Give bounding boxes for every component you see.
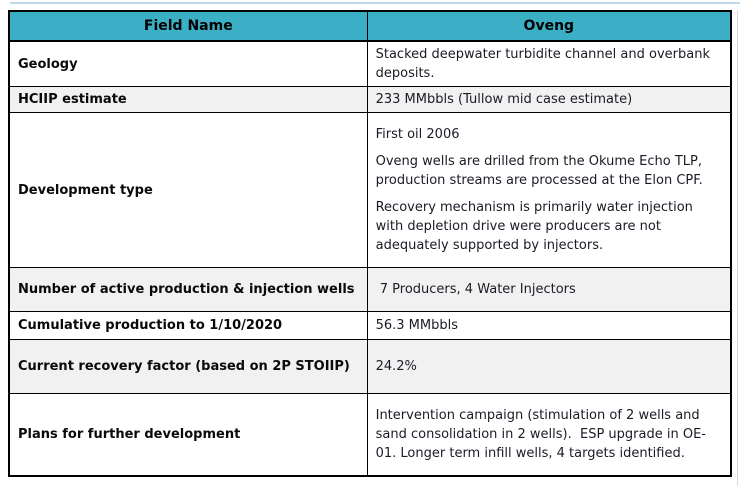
value-paragraph: Stacked deepwater turbidite channel and …: [375, 47, 715, 81]
field-value: 24.2%: [366, 339, 732, 394]
table-row-hciip-estimate: HCIIP estimate 233 MMbbls (Tullow mid ca…: [8, 86, 732, 113]
field-label: Development type: [8, 112, 368, 268]
table-row-active-wells: Number of active production & injection …: [8, 267, 732, 312]
right-edge-line: [737, 10, 738, 486]
field-value: 7 Producers, 4 Water Injectors: [366, 267, 732, 312]
value-paragraph: Recovery mechanism is primarily water in…: [375, 200, 698, 253]
table-row-further-development: Plans for further development Interventi…: [8, 393, 732, 476]
header-row: Field Name Oveng: [8, 10, 732, 42]
field-summary-table: Field Name Oveng Geology Stacked deepwat…: [8, 10, 732, 477]
field-value: First oil 2006 Oveng wells are drilled f…: [366, 112, 732, 268]
top-decor-line: [10, 2, 740, 4]
column-header-field-name: Field Name: [8, 10, 368, 42]
value-paragraph: First oil 2006: [375, 127, 460, 142]
field-label: Geology: [8, 40, 368, 87]
value-paragraph: 233 MMbbls (Tullow mid case estimate): [375, 92, 633, 107]
column-header-oveng: Oveng: [366, 10, 732, 42]
value-paragraph: 7 Producers, 4 Water Injectors: [375, 282, 576, 297]
field-label: Current recovery factor (based on 2P STO…: [8, 339, 368, 394]
value-paragraph: Intervention campaign (stimulation of 2 …: [375, 407, 706, 461]
field-label: Number of active production & injection …: [8, 267, 368, 312]
field-value: Intervention campaign (stimulation of 2 …: [366, 393, 732, 476]
value-paragraph: 24.2%: [375, 359, 417, 374]
table-row-geology: Geology Stacked deepwater turbidite chan…: [8, 40, 732, 87]
table-row-development-type: Development type First oil 2006 Oveng we…: [8, 112, 732, 268]
field-value: 233 MMbbls (Tullow mid case estimate): [366, 86, 732, 113]
table-row-recovery-factor: Current recovery factor (based on 2P STO…: [8, 339, 732, 394]
field-label: Cumulative production to 1/10/2020: [8, 311, 368, 340]
field-label: Plans for further development: [8, 393, 368, 476]
field-value: Stacked deepwater turbidite channel and …: [366, 40, 732, 87]
value-paragraph: Oveng wells are drilled from the Okume E…: [375, 154, 707, 188]
field-value: 56.3 MMbbls: [366, 311, 732, 340]
value-paragraph: 56.3 MMbbls: [375, 318, 459, 333]
field-label: HCIIP estimate: [8, 86, 368, 113]
table-row-cumulative-production: Cumulative production to 1/10/2020 56.3 …: [8, 311, 732, 340]
